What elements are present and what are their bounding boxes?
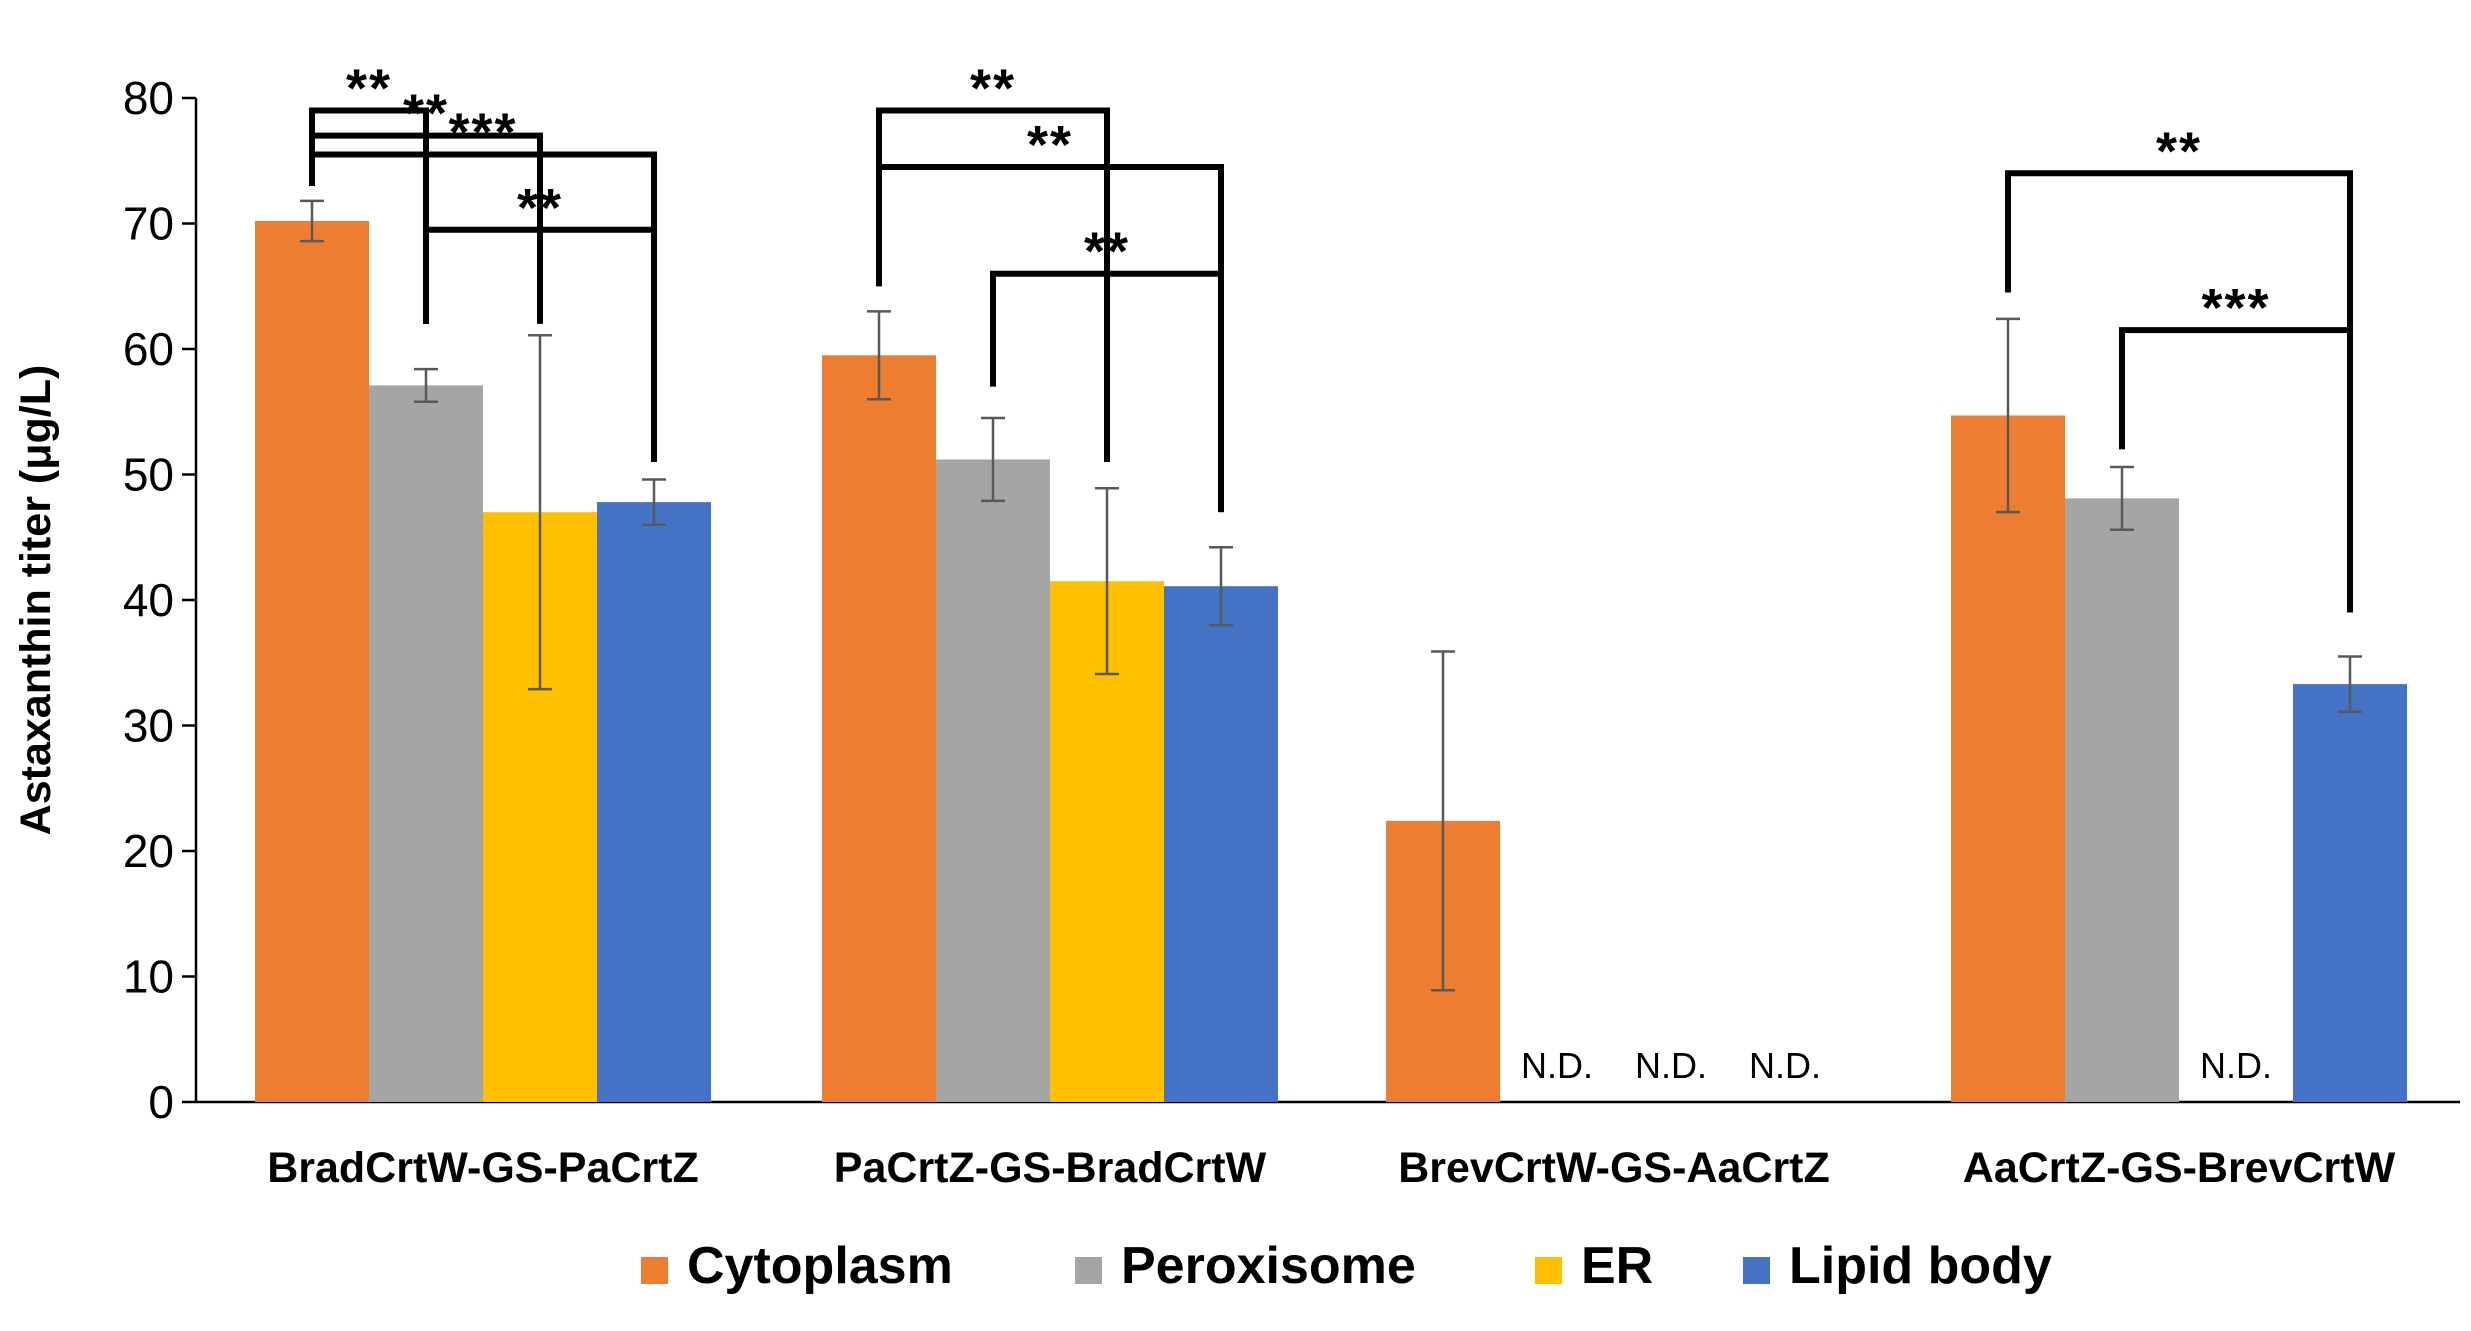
bar <box>369 385 483 1102</box>
y-tick-label: 70 <box>123 198 174 250</box>
error-bars <box>300 199 2362 992</box>
bar <box>1164 586 1278 1102</box>
bars <box>255 220 2407 1103</box>
labels: N.D. N.D. N.D. N.D. <box>1521 1045 2272 1086</box>
significance-label: ** <box>1084 222 1130 282</box>
significance-label: ** <box>2156 121 2202 181</box>
significance-label: ** <box>970 59 1016 119</box>
bar <box>255 220 369 1103</box>
y-tick-label: 0 <box>148 1076 174 1128</box>
y-tick-label: 30 <box>123 700 174 752</box>
bar <box>1951 415 2065 1102</box>
significance-brackets: ** ** **************** <box>309 59 2353 613</box>
y-tick-label: 50 <box>123 449 174 501</box>
significance-label: *** <box>2201 278 2270 338</box>
legend: Cytoplasm Peroxisome ER Lipid body <box>641 1237 2052 1295</box>
y-tick-label: 20 <box>123 825 174 877</box>
legend-label: Cytoplasm <box>687 1237 953 1295</box>
category-label: BradCrtW-GS-PaCrtZ <box>267 1144 699 1192</box>
bar <box>2065 498 2179 1103</box>
category-label: BrevCrtW-GS-AaCrtZ <box>1398 1144 1830 1192</box>
category-label: PaCrtZ-GS-BradCrtW <box>834 1144 1267 1192</box>
nd-label: N.D. <box>1635 1045 1707 1086</box>
legend-label: ER <box>1581 1237 1653 1295</box>
y-tick-label: 10 <box>123 951 174 1003</box>
nd-label: N.D. <box>2200 1045 2272 1086</box>
significance-bracket <box>2119 327 2353 613</box>
significance-label: ** <box>517 178 563 238</box>
bar <box>2293 684 2407 1102</box>
nd-label: N.D. <box>1749 1045 1821 1086</box>
legend-swatch <box>1743 1257 1770 1284</box>
legend-swatch <box>641 1257 668 1284</box>
legend-swatch <box>1075 1257 1102 1284</box>
bar <box>936 459 1050 1102</box>
significance-label: ** <box>346 59 392 119</box>
significance-bracket <box>423 226 657 462</box>
y-tick-label: 80 <box>123 72 174 124</box>
legend-label: Lipid body <box>1789 1237 2052 1295</box>
y-axis-title: Astaxanthin titer (μg/L) <box>12 365 60 836</box>
significance-label: *** <box>448 102 517 162</box>
nd-label: N.D. <box>1521 1045 1593 1086</box>
significance-bracket <box>990 270 1224 513</box>
y-tick-label: 40 <box>123 574 174 626</box>
significance-label: ** <box>1027 115 1073 175</box>
axes: 0 10 20 30 40 50 60 70 80 Astaxanthin titer (μg/L… <box>12 72 2460 1192</box>
category-label: AaCrtZ-GS-BrevCrtW <box>1963 1144 2396 1192</box>
significance-label: ** <box>403 84 449 144</box>
legend-swatch <box>1535 1257 1562 1284</box>
bar <box>597 502 711 1102</box>
y-tick-label: 60 <box>123 323 174 375</box>
legend-label: Peroxisome <box>1121 1237 1416 1295</box>
bar <box>822 355 936 1102</box>
